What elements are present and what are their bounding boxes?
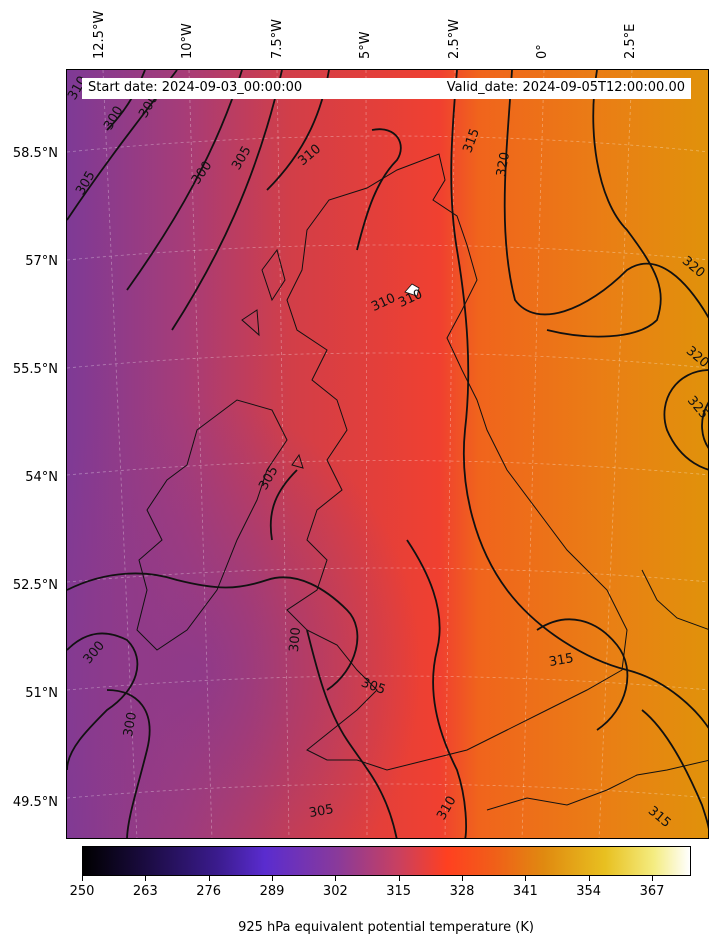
latitude-label: 58.5°N (12, 146, 58, 161)
latitude-label: 49.5°N (12, 795, 58, 810)
isle-of-man (291, 453, 304, 469)
longitude-label: 5°W (358, 31, 373, 59)
parallel-line (67, 460, 708, 476)
longitude-label: 12.5°W (92, 10, 107, 59)
latitude-label: 57°N (25, 254, 58, 269)
great-britain-coast (286, 153, 628, 771)
parallel-line (67, 783, 708, 799)
longitude-label: 2.5°E (623, 23, 638, 59)
colorbar-tick-label: 302 (322, 884, 348, 899)
ireland-coast (136, 399, 288, 651)
latitude-label: 51°N (25, 686, 58, 701)
france-coast (486, 759, 708, 811)
colorbar-tick (208, 876, 210, 881)
colorbar-tick-label: 354 (576, 884, 602, 899)
latitude-label: 54°N (25, 470, 58, 485)
contour-line (536, 618, 629, 731)
colorbar-tick (525, 876, 527, 881)
contour-line (269, 469, 298, 541)
contour-line (546, 70, 662, 338)
contour-label: 315 (548, 651, 575, 670)
colorbar-tick (398, 876, 400, 881)
meridian-line (276, 70, 290, 838)
contour-line (306, 629, 398, 838)
colorbar-tick-label: 328 (449, 884, 475, 899)
contour-line (663, 369, 708, 471)
colorbar-tick-label: 276 (196, 884, 222, 899)
contour-label: 300 (121, 711, 140, 738)
contour-line (171, 70, 283, 331)
parallel-line (67, 675, 708, 691)
longitude-label: 10°W (180, 23, 195, 59)
contour-line (641, 709, 708, 830)
longitude-label: 7.5°W (270, 18, 285, 59)
contour-line (406, 539, 467, 838)
meridian-line (598, 70, 633, 838)
colorbar-tick (652, 876, 654, 881)
colorbar-tick-label: 250 (69, 884, 95, 899)
longitude-label: 0° (535, 44, 550, 59)
latitude-label: 52.5°N (12, 578, 58, 593)
parallel-line (67, 352, 708, 369)
colorbar-tick-label: 263 (132, 884, 158, 899)
colorbar-tick-label: 367 (639, 884, 665, 899)
colorbar-tick (82, 876, 83, 881)
colorbar-label: 925 hPa equivalent potential temperature… (238, 920, 534, 935)
colorbar-tick (145, 876, 147, 881)
coastlines (136, 153, 708, 811)
map-panel: 310 300 300 305 300 305 310 315 320 320 320 325 310 3… (66, 69, 709, 839)
meridian-line (188, 70, 213, 838)
colorbar-tick-label: 289 (259, 884, 285, 899)
meridian-line (521, 70, 545, 838)
snow-patch-marker (404, 283, 420, 297)
contour-line (67, 572, 359, 691)
contour-label: 300 (287, 627, 304, 653)
contour-line (126, 70, 243, 291)
hebrides-coast (241, 248, 286, 337)
parallel-line (67, 244, 708, 261)
meridian-line (365, 70, 368, 838)
colorbar-tick-label: 341 (512, 884, 538, 899)
colorbar-tick (335, 876, 337, 881)
contour-label: 305 (308, 802, 335, 821)
colorbar-tick (588, 876, 590, 881)
info-bar: Start date: 2024-09-03_00:00:00 Valid_da… (82, 78, 691, 99)
parallel-line (67, 135, 708, 153)
colorbar-tick (462, 876, 464, 881)
contour-line (503, 70, 708, 319)
start-date-label: Start date: 2024-09-03_00:00:00 (88, 80, 303, 95)
field-cold-region (67, 70, 708, 838)
colorbar-tick-label: 315 (386, 884, 412, 899)
contour-lines (67, 70, 708, 838)
meridian-line (444, 70, 456, 838)
latitude-label: 55.5°N (12, 362, 58, 377)
colorbar (82, 846, 691, 876)
netherlands-coast (641, 569, 708, 630)
contour-line (106, 70, 146, 131)
contour-line (106, 689, 151, 838)
contour-line (356, 128, 402, 251)
valid-date-label: Valid_date: 2024-09-05T12:00:00.00 (446, 80, 685, 95)
colorbar-tick (272, 876, 273, 881)
longitude-label: 2.5°W (447, 18, 462, 59)
contour-label: 320 (494, 151, 513, 178)
contour-line (67, 632, 139, 771)
contour-line (701, 401, 708, 449)
meridian-line (102, 70, 138, 838)
